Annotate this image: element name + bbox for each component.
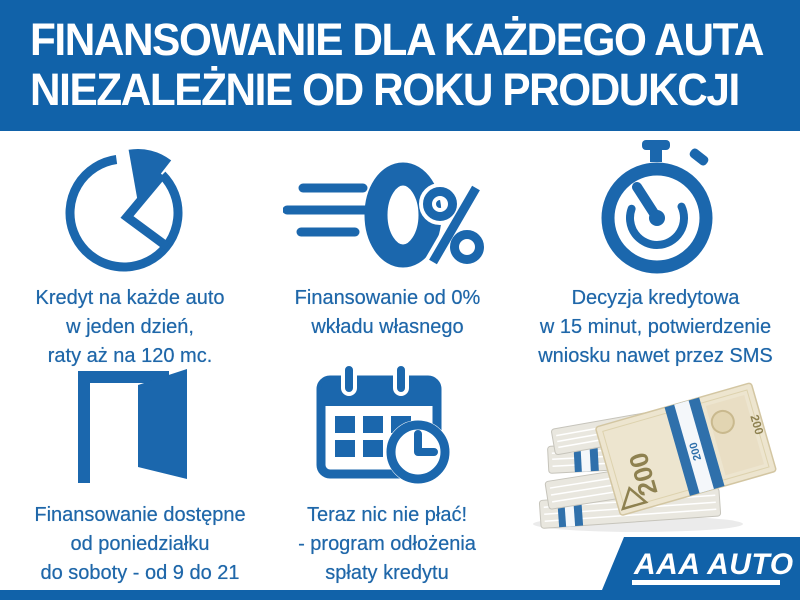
stopwatch-icon: [601, 140, 713, 274]
pie-chart-icon: [65, 148, 183, 272]
calendar-clock-icon: [316, 362, 450, 484]
header-banner: FINANSOWANIE DLA KAŻDEGO AUTA NIEZALEŻNI…: [0, 0, 800, 131]
aaa-auto-logo: AAA AUTO: [602, 537, 800, 590]
caption-line: Finansowanie od 0%: [294, 287, 481, 309]
caption-line: Decyzja kredytowa: [571, 287, 740, 309]
caption-line: od poniedziałku: [70, 533, 210, 555]
open-door-icon: [78, 369, 187, 483]
feature-caption-pay-later: Teraz nic nie płać! - program odłożenia …: [272, 501, 502, 588]
feature-caption-loan-any-car: Kredyt na każde auto w jeden dzień, raty…: [8, 284, 252, 371]
zero-percent-icon: [283, 162, 488, 268]
note-value-band: 200: [688, 441, 705, 462]
caption-line: w 15 minut, potwierdzenie: [539, 316, 772, 338]
caption-line: w jeden dzień,: [66, 316, 194, 338]
caption-line: - program odłożenia: [298, 533, 476, 555]
feature-caption-zero-percent: Finansowanie od 0% wkładu własnego: [270, 284, 505, 342]
footer-strip: [0, 590, 800, 600]
note-value-small: 200: [747, 413, 766, 436]
feature-caption-availability: Finansowanie dostępne od poniedziałku do…: [15, 501, 265, 588]
banknote-stacks-image: 200 200 200: [533, 382, 777, 532]
header-title: FINANSOWANIE DLA KAŻDEGO AUTA NIEZALEŻNI…: [30, 14, 764, 115]
caption-line: do soboty - od 9 do 21: [40, 562, 240, 584]
caption-line: Kredyt na każde auto: [35, 287, 225, 309]
logo-underline: [632, 580, 780, 585]
caption-line: raty aż na 120 mc.: [47, 345, 213, 367]
caption-line: Teraz nic nie płać!: [306, 504, 468, 526]
header-title-line1: FINANSOWANIE DLA KAŻDEGO AUTA: [30, 14, 764, 65]
feature-caption-credit-decision: Decyzja kredytowa w 15 minut, potwierdze…: [518, 284, 793, 371]
caption-line: Finansowanie dostępne: [34, 504, 246, 526]
caption-line: wniosku nawet przez SMS: [538, 345, 773, 367]
caption-line: spłaty kredytu: [325, 562, 449, 584]
banknote-top-bundle: 200 200 200: [595, 382, 777, 516]
caption-line: wkładu własnego: [311, 316, 464, 338]
header-title-line2: NIEZALEŻNIE OD ROKU PRODUKCJI: [30, 64, 740, 115]
logo-text: AAA AUTO: [633, 548, 794, 581]
